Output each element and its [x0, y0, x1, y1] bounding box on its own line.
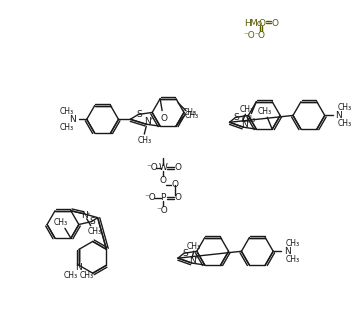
Text: N: N: [81, 211, 88, 220]
Text: Mo: Mo: [249, 19, 263, 28]
Text: S: S: [136, 110, 142, 119]
Text: CH₃: CH₃: [88, 227, 102, 236]
Text: ⁺: ⁺: [149, 118, 153, 124]
Text: CH₃: CH₃: [241, 115, 256, 124]
Text: O: O: [272, 19, 279, 28]
Text: CH₃: CH₃: [80, 271, 94, 280]
Text: CH₃: CH₃: [54, 218, 68, 227]
Text: CH₃: CH₃: [337, 119, 352, 128]
Text: S: S: [90, 217, 96, 226]
Text: CH₃: CH₃: [137, 136, 151, 145]
Text: N: N: [284, 247, 290, 256]
Text: ⁻O⁻: ⁻O⁻: [243, 31, 259, 40]
Text: ⁻O: ⁻O: [156, 206, 168, 215]
Text: ⁺: ⁺: [195, 257, 199, 263]
Text: O: O: [258, 19, 265, 28]
Text: CH₃: CH₃: [187, 242, 201, 251]
Text: N: N: [241, 120, 248, 129]
Text: ⁺: ⁺: [246, 121, 250, 127]
Text: S: S: [234, 113, 239, 122]
Text: N: N: [69, 115, 76, 124]
Text: ⁻O: ⁻O: [144, 193, 156, 202]
Text: O: O: [175, 193, 182, 202]
Text: CH₃: CH₃: [239, 105, 253, 114]
Text: CH₃: CH₃: [286, 255, 300, 264]
Text: P: P: [160, 193, 166, 202]
Text: O: O: [171, 180, 178, 189]
Text: N: N: [335, 111, 342, 120]
Text: N: N: [144, 117, 150, 126]
Text: S: S: [182, 249, 188, 258]
Text: CH₃: CH₃: [60, 107, 74, 116]
Text: CH₃: CH₃: [185, 111, 199, 120]
Text: CH₃: CH₃: [60, 123, 74, 132]
Text: N: N: [189, 255, 196, 265]
Text: ⁻O: ⁻O: [146, 164, 158, 172]
Text: O: O: [160, 176, 167, 185]
Text: O: O: [258, 31, 265, 40]
Text: ⁺: ⁺: [87, 213, 91, 219]
Text: O: O: [161, 114, 167, 123]
Text: CH₃: CH₃: [286, 239, 300, 248]
Text: CH₃: CH₃: [183, 108, 197, 117]
Text: O: O: [175, 164, 182, 172]
Text: W: W: [159, 164, 167, 172]
Text: H: H: [244, 19, 251, 28]
Text: N: N: [76, 263, 82, 272]
Text: CH₃: CH₃: [337, 103, 352, 112]
Text: CH₃: CH₃: [257, 107, 271, 116]
Text: CH₃: CH₃: [64, 271, 78, 280]
